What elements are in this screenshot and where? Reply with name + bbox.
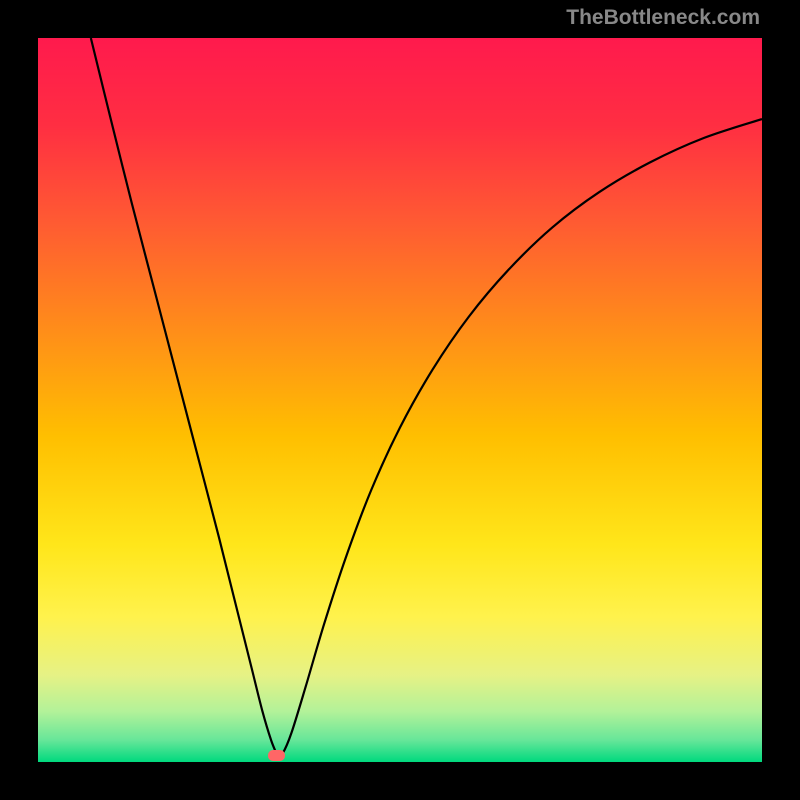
bottleneck-curve [38,38,762,762]
chart-plot-area [38,38,762,762]
minimum-marker [268,750,285,761]
watermark-text: TheBottleneck.com [566,6,760,30]
